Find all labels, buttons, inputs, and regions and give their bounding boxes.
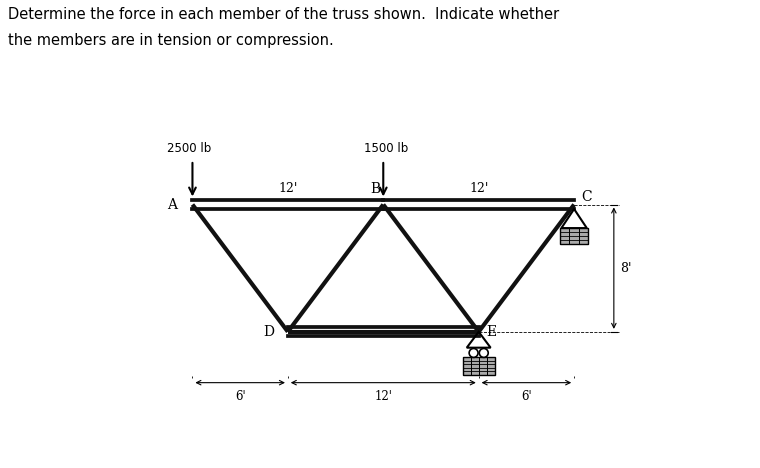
Bar [463,358,495,375]
Text: B: B [370,182,381,196]
Text: 12': 12' [375,390,392,403]
Text: E: E [486,325,496,339]
Text: 12': 12' [469,182,489,195]
Text: A: A [166,197,177,212]
Circle shape [469,349,478,358]
Text: C: C [581,190,592,204]
Text: D: D [263,325,274,339]
Text: 6': 6' [235,390,245,403]
Circle shape [480,349,488,358]
Text: 6': 6' [521,390,532,403]
Bar [560,228,588,244]
Text: 12': 12' [278,182,298,195]
Text: 8': 8' [620,262,632,275]
Text: the members are in tension or compression.: the members are in tension or compressio… [8,33,334,48]
Text: 1500 lb: 1500 lb [364,142,409,155]
Text: 2500 lb: 2500 lb [167,142,211,155]
Text: Determine the force in each member of the truss shown.  Indicate whether: Determine the force in each member of th… [8,7,559,22]
